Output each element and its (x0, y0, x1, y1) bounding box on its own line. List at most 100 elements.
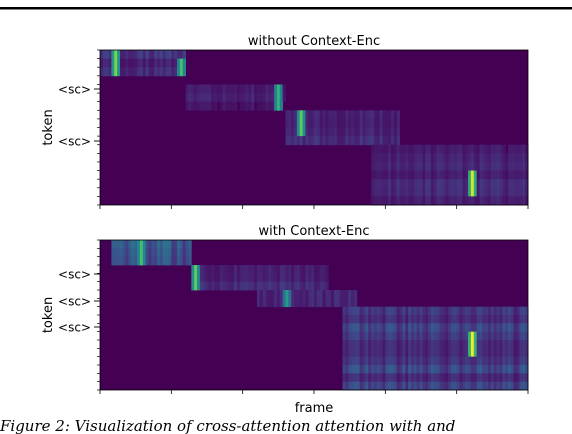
heatmap-cell (254, 93, 258, 103)
heatmap-cell (222, 273, 226, 283)
heatmap-cell (453, 170, 458, 180)
heatmap-cell (505, 153, 509, 163)
heatmap-cell (405, 381, 409, 391)
heatmap-cell (393, 340, 398, 349)
heatmap-cell (345, 136, 349, 146)
heatmap-cell (368, 323, 372, 333)
heatmap-cell (508, 365, 512, 374)
heatmap-cell (445, 340, 449, 349)
heatmap-cell (430, 331, 435, 341)
heatmap-cell (314, 136, 318, 146)
heatmap-cell (379, 381, 383, 391)
heatmap-cell (382, 118, 386, 128)
heatmap-cell (382, 356, 386, 366)
heatmap-cell (476, 144, 480, 154)
heatmap-cell (442, 170, 446, 180)
heatmap-cell (411, 348, 415, 358)
heatmap-cell (516, 323, 520, 333)
heatmap-cell (433, 196, 438, 206)
heatmap-cell (342, 331, 346, 341)
heatmap-cell (391, 110, 395, 120)
heatmap-cell (382, 136, 386, 146)
heatmap-cell (336, 298, 341, 308)
heatmap-cell (319, 110, 323, 120)
heatmap-cell (222, 265, 226, 274)
heatmap-cell (185, 84, 189, 94)
heatmap-cell (279, 265, 284, 274)
heatmap-cell (171, 67, 175, 77)
heatmap-cell (308, 265, 312, 274)
heatmap-cell (234, 101, 238, 111)
heatmap-cell (308, 281, 312, 291)
heatmap-cell (456, 306, 460, 316)
heatmap-cell (433, 331, 438, 341)
heatmap-cell (402, 153, 406, 163)
heatmap-cell (419, 144, 423, 154)
heatmap-cell (396, 323, 400, 333)
heatmap-cell (525, 170, 529, 180)
heatmap-cell (359, 127, 363, 137)
heatmap-cell (239, 84, 244, 94)
heatmap-cell (465, 340, 469, 349)
heatmap-cell (448, 196, 452, 206)
heatmap-cell (208, 281, 212, 291)
heatmap-cell (371, 118, 375, 128)
heatmap-cell (188, 101, 192, 111)
heatmap-cell (490, 144, 495, 154)
heatmap-cell (465, 187, 469, 197)
heatmap-cell (365, 306, 369, 316)
heatmap-cell (234, 273, 238, 283)
heatmap-cell (399, 315, 403, 324)
heatmap-cell (137, 50, 141, 60)
heatmap-cell (425, 365, 429, 374)
heatmap-cell (490, 348, 495, 358)
heatmap-cell (191, 273, 195, 283)
heatmap-cell (373, 315, 378, 324)
heatmap-cell (422, 356, 426, 366)
heatmap-cell (476, 315, 480, 324)
heatmap-cell (368, 356, 372, 366)
heatmap-cell (453, 196, 458, 206)
heatmap-cell (382, 365, 386, 374)
heatmap-cell (479, 187, 483, 197)
heatmap-cell (362, 381, 366, 391)
heatmap-cell (502, 381, 506, 391)
heatmap-cell (268, 290, 272, 299)
heatmap-cell (162, 248, 167, 258)
heatmap-cell (439, 315, 443, 324)
heatmap-cell (262, 273, 266, 283)
heatmap-cell (508, 144, 512, 154)
heatmap-cell (154, 248, 158, 258)
heatmap-cell (351, 331, 355, 341)
heatmap-cell (119, 58, 124, 68)
heatmap-cell (322, 265, 326, 274)
heatmap-cell (470, 381, 475, 391)
heatmap-cell (496, 315, 500, 324)
heatmap-cell (308, 110, 312, 120)
heatmap-cell (522, 315, 526, 324)
heatmap-cell (199, 93, 204, 103)
heatmap-cell (445, 315, 449, 324)
heatmap-cell (419, 170, 423, 180)
heatmap-cell (408, 144, 412, 154)
heatmap-cell (305, 127, 309, 137)
heatmap-cell (453, 356, 458, 366)
heatmap-cell (482, 187, 486, 197)
heatmap-cell (433, 306, 438, 316)
heatmap-cell (371, 348, 375, 358)
heatmap-cell (157, 256, 161, 266)
heatmap-cell (239, 281, 244, 291)
heatmap-cell (359, 348, 363, 358)
heatmap-cell (271, 290, 275, 299)
heatmap-cell (470, 144, 475, 154)
heatmap-cell (402, 306, 406, 316)
heatmap-cell (225, 273, 229, 283)
heatmap-cell (199, 273, 204, 283)
heatmap-cell (376, 323, 381, 333)
heatmap-cell (473, 187, 478, 197)
heatmap-cell (408, 179, 412, 189)
heatmap-cell (296, 273, 301, 283)
heatmap-cell (359, 136, 363, 146)
heatmap-cell (396, 170, 400, 180)
heatmap-cell (376, 196, 381, 206)
